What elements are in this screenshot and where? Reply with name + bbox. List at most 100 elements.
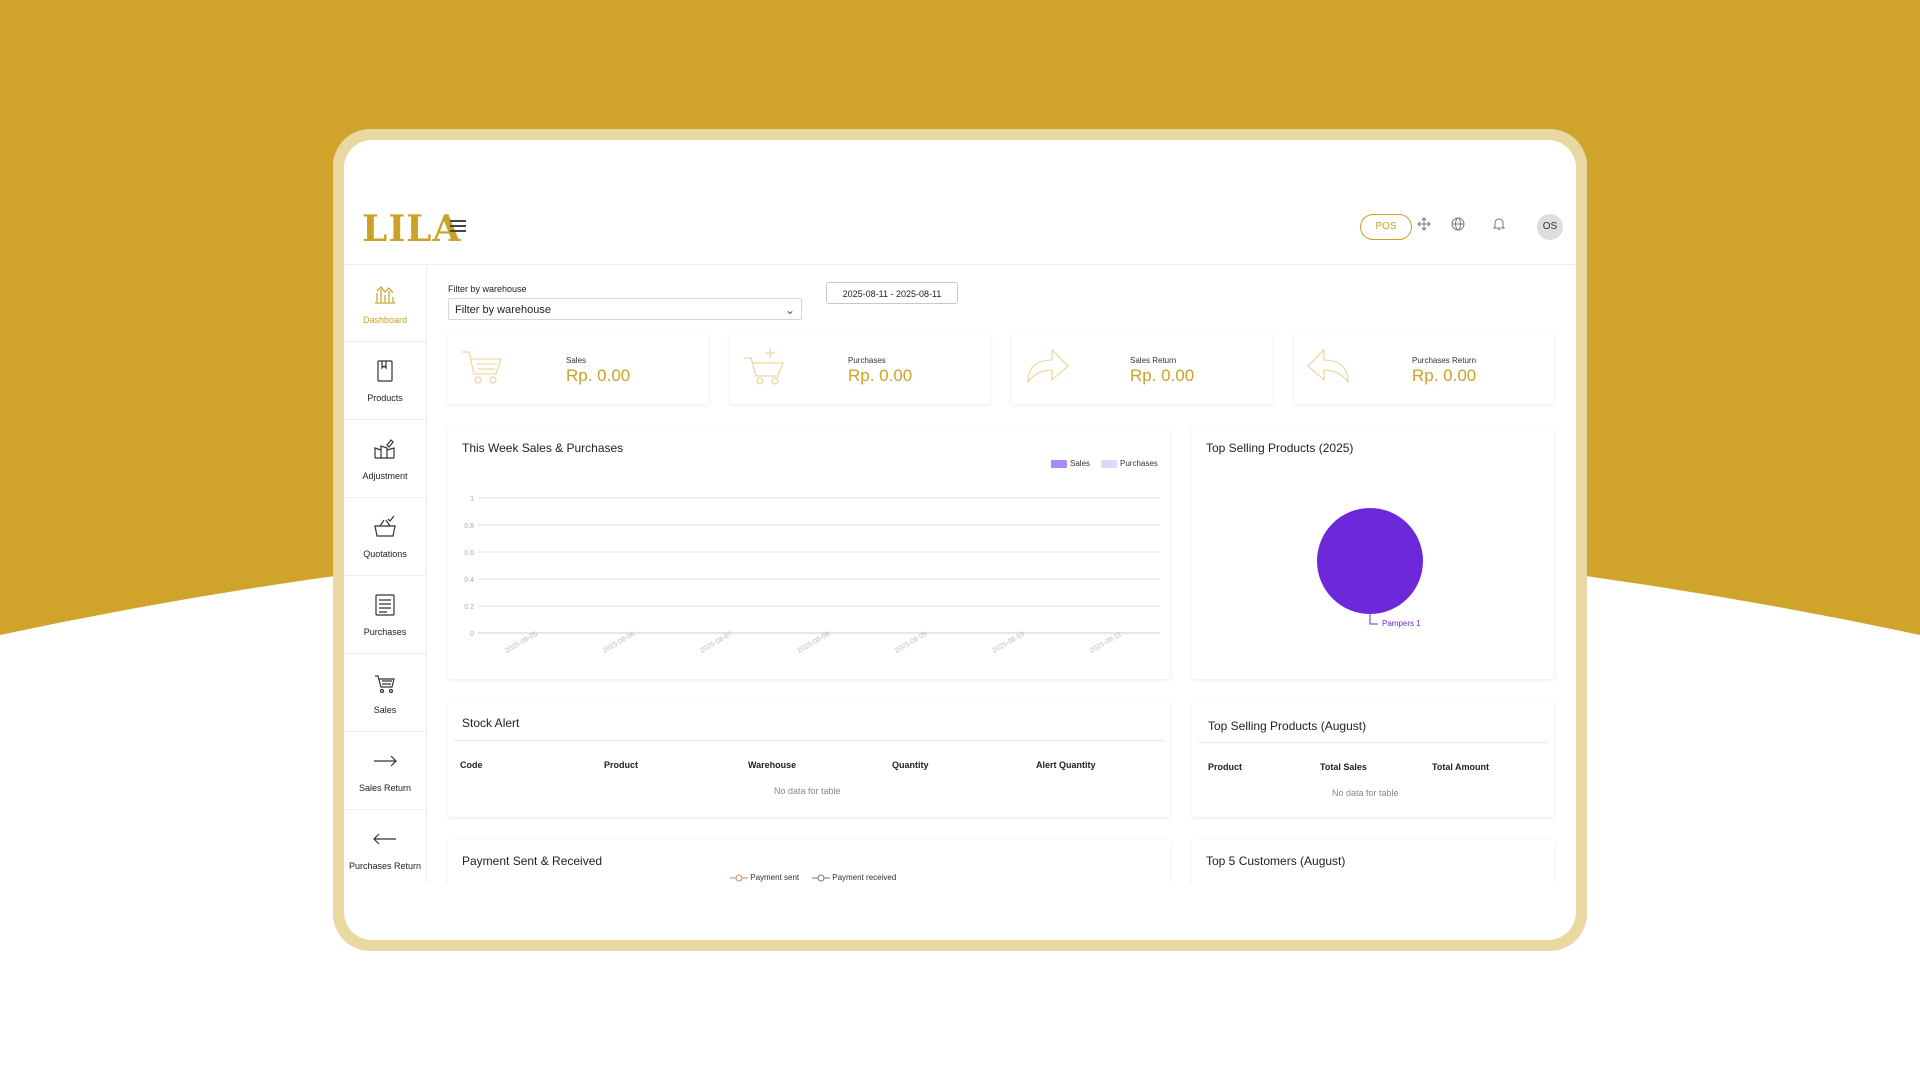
legend-sales-label: Sales bbox=[1070, 459, 1091, 468]
receipt-icon bbox=[375, 594, 395, 616]
week-chart-title: This Week Sales & Purchases bbox=[462, 441, 624, 455]
stat-value: Rp. 0.00 bbox=[1130, 366, 1195, 385]
share-icon bbox=[1027, 348, 1069, 384]
line-marker-icon bbox=[812, 874, 830, 882]
y-tick-label: 0.2 bbox=[464, 604, 474, 611]
fullscreen-icon[interactable] bbox=[1414, 216, 1434, 236]
payments-title: Payment Sent & Received bbox=[462, 854, 603, 868]
cart-icon bbox=[462, 351, 502, 384]
pie-slice-label: Pampers 1 bbox=[1382, 619, 1421, 628]
empty-table-message: No data for table bbox=[774, 786, 841, 796]
top-customers-title: Top 5 Customers (August) bbox=[1206, 854, 1346, 868]
sidebar-item-label: Sales bbox=[373, 705, 397, 715]
box-icon bbox=[377, 360, 393, 382]
column-header[interactable]: Quantity bbox=[892, 760, 929, 770]
sidebar-item-products[interactable]: Products bbox=[344, 342, 426, 420]
column-header[interactable]: Code bbox=[460, 760, 483, 770]
sidebar: Dashboard Products Adjustment Quotations… bbox=[344, 264, 427, 883]
y-tick-label: 0.8 bbox=[464, 523, 474, 530]
x-tick-label: 2025-08-11 bbox=[1089, 631, 1123, 655]
globe-icon[interactable] bbox=[1448, 216, 1468, 236]
top-selling-month-title: Top Selling Products (August) bbox=[1208, 719, 1367, 733]
week-bar-chart: 0 0.2 0.4 0.6 0.8 1 2025-08-05 2025-08-06 2025-0… bbox=[464, 496, 1160, 655]
legend-purchases-label: Purchases bbox=[1120, 459, 1158, 468]
empty-table-message: No data for table bbox=[1332, 788, 1399, 798]
menu-toggle-icon[interactable] bbox=[450, 220, 466, 232]
sidebar-item-sales[interactable]: Sales bbox=[344, 654, 426, 732]
column-header[interactable]: Total Sales bbox=[1320, 762, 1367, 772]
top-customers-card: Top 5 Customers (August) bbox=[1192, 840, 1554, 883]
bell-icon[interactable] bbox=[1489, 216, 1509, 236]
x-tick-label: 2025-08-07 bbox=[699, 631, 734, 655]
warehouse-select[interactable]: Filter by warehouse ⌄ bbox=[448, 298, 802, 320]
stat-title: Sales bbox=[566, 356, 587, 365]
main-content: Filter by warehouse Filter by warehouse … bbox=[426, 264, 1576, 883]
x-tick-label: 2025-08-06 bbox=[602, 631, 637, 655]
top-selling-pie-chart bbox=[1317, 508, 1423, 625]
sidebar-item-label: Products bbox=[367, 393, 403, 403]
pie-slice-pampers-1[interactable] bbox=[1317, 508, 1423, 614]
sidebar-item-label: Quotations bbox=[363, 549, 407, 559]
line-marker-icon bbox=[730, 874, 748, 882]
stat-card-sales-return[interactable]: Sales Return Rp. 0.00 bbox=[1012, 332, 1272, 404]
legend-label: Payment received bbox=[832, 873, 897, 882]
legend-payment-received[interactable]: Payment received bbox=[812, 873, 896, 882]
app-screen: LILA POS OS Dashboard Products Adjustmen… bbox=[344, 140, 1576, 940]
reply-icon bbox=[1307, 348, 1349, 384]
payments-card: Payment Sent & Received Payment sent Pay… bbox=[448, 840, 1170, 883]
cart-plus-icon bbox=[744, 348, 784, 385]
top-selling-year-title: Top Selling Products (2025) bbox=[1206, 441, 1354, 455]
stat-card-purchases-return[interactable]: Purchases Return Rp. 0.00 bbox=[1294, 332, 1554, 404]
legend-label: Payment sent bbox=[750, 873, 800, 882]
x-tick-label: 2025-08-08 bbox=[797, 631, 832, 655]
stat-value: Rp. 0.00 bbox=[566, 366, 631, 385]
sidebar-item-label: Purchases bbox=[363, 627, 407, 637]
legend-payment-sent[interactable]: Payment sent bbox=[730, 873, 799, 882]
stat-value: Rp. 0.00 bbox=[1412, 366, 1477, 385]
cart-icon bbox=[375, 675, 395, 694]
week-chart-card: This Week Sales & Purchases Sales Purcha… bbox=[448, 427, 1170, 679]
sidebar-item-purchases-return[interactable]: Purchases Return bbox=[344, 810, 426, 883]
filter-label: Filter by warehouse bbox=[448, 284, 527, 294]
y-tick-label: 1 bbox=[470, 496, 474, 503]
sidebar-item-purchases[interactable]: Purchases bbox=[344, 576, 426, 654]
stock-alert-card: Stock Alert Code Product Warehouse Quant… bbox=[448, 702, 1170, 817]
pie-label-leader bbox=[1369, 614, 1378, 625]
column-header[interactable]: Alert Quantity bbox=[1036, 760, 1096, 770]
sidebar-item-adjustment[interactable]: Adjustment bbox=[344, 420, 426, 498]
x-tick-label: 2025-08-09 bbox=[894, 631, 929, 655]
user-avatar[interactable]: OS bbox=[1537, 214, 1563, 240]
top-selling-month-card: Top Selling Products (August) Product To… bbox=[1192, 702, 1554, 817]
app-logo[interactable]: LILA bbox=[362, 208, 462, 250]
y-tick-label: 0.6 bbox=[464, 550, 474, 557]
legend-purchases[interactable]: Purchases bbox=[1101, 459, 1158, 468]
stat-title: Purchases Return bbox=[1412, 356, 1477, 365]
stat-card-sales[interactable]: Sales Rp. 0.00 bbox=[448, 332, 708, 404]
sidebar-item-sales-return[interactable]: Sales Return bbox=[344, 732, 426, 810]
x-tick-label: 2025-08-10 bbox=[991, 631, 1026, 655]
chart-icon bbox=[375, 286, 395, 304]
warehouse-select-value: Filter by warehouse bbox=[455, 304, 551, 316]
stat-card-purchases[interactable]: Purchases Rp. 0.00 bbox=[730, 332, 990, 404]
arrow-left-icon bbox=[373, 833, 396, 845]
sidebar-item-label: Dashboard bbox=[362, 315, 408, 325]
sidebar-item-label: Sales Return bbox=[358, 783, 412, 793]
x-tick-label: 2025-08-05 bbox=[504, 631, 539, 655]
chevron-down-icon: ⌄ bbox=[784, 303, 795, 317]
column-header[interactable]: Warehouse bbox=[748, 760, 797, 770]
column-header[interactable]: Total Amount bbox=[1432, 762, 1489, 772]
adjustment-icon bbox=[374, 439, 395, 459]
date-range-picker[interactable]: 2025-08-11 - 2025-08-11 bbox=[826, 282, 958, 304]
legend-sales[interactable]: Sales bbox=[1051, 459, 1090, 468]
sidebar-item-quotations[interactable]: Quotations bbox=[344, 498, 426, 576]
pos-button[interactable]: POS bbox=[1360, 214, 1412, 240]
sidebar-item-label: Purchases Return bbox=[348, 861, 422, 871]
column-header[interactable]: Product bbox=[1208, 762, 1243, 772]
y-tick-label: 0.4 bbox=[464, 577, 474, 584]
top-bar: LILA POS OS bbox=[344, 202, 1576, 265]
column-header[interactable]: Product bbox=[604, 760, 639, 770]
arrow-right-icon bbox=[374, 755, 397, 767]
stock-alert-title: Stock Alert bbox=[462, 716, 520, 730]
sidebar-item-dashboard[interactable]: Dashboard bbox=[344, 264, 426, 342]
y-tick-label: 0 bbox=[470, 631, 474, 638]
